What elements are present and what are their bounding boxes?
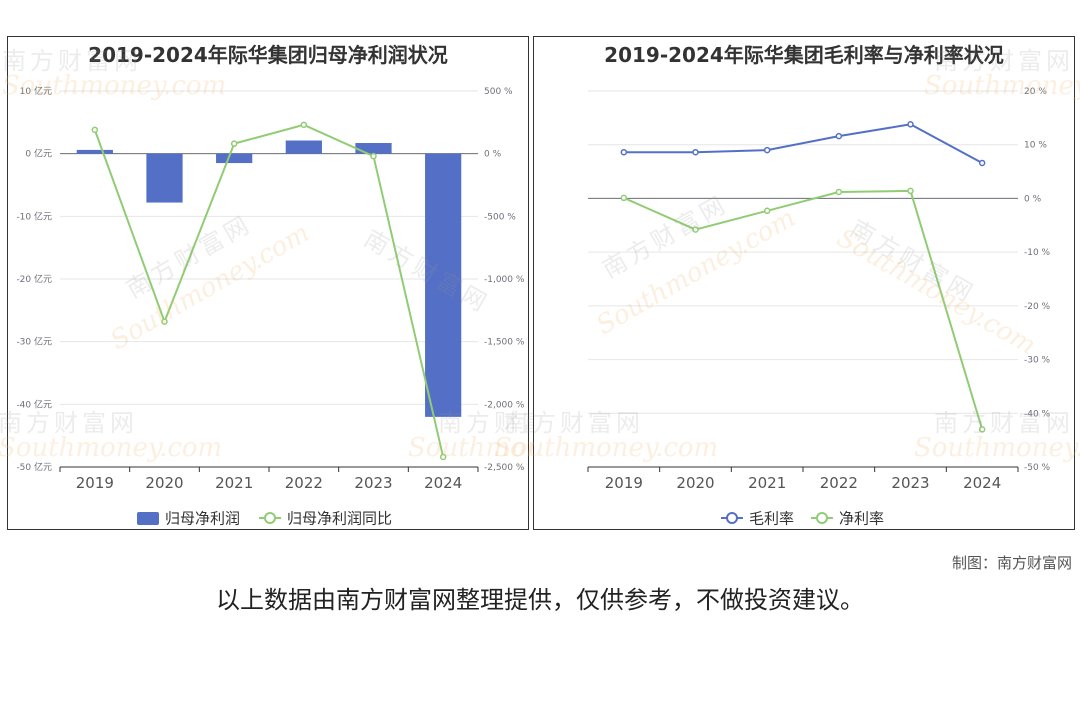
legend-label: 净利率 bbox=[839, 510, 884, 528]
y-right-tick-label: 0 % bbox=[1024, 194, 1042, 204]
right-chart-title: 2019-2024年际华集团毛利率与净利率状况 bbox=[604, 43, 1004, 67]
chart-credit: 制图：南方财富网 bbox=[951, 554, 1072, 572]
x-tick-label: 2023 bbox=[891, 474, 929, 492]
x-tick-label: 2020 bbox=[145, 474, 183, 492]
series-line bbox=[93, 123, 445, 458]
legend-swatch-marker bbox=[264, 512, 276, 524]
data-point bbox=[692, 226, 699, 233]
y-left-tick-label: -40 亿元 bbox=[16, 398, 52, 410]
x-tick-label: 2022 bbox=[285, 474, 323, 492]
bar-2024 bbox=[425, 153, 462, 417]
series-line bbox=[623, 189, 984, 430]
data-point bbox=[692, 148, 699, 156]
y-right-tick-label: -10 % bbox=[1024, 248, 1051, 258]
y-right-tick-label: -50 % bbox=[1024, 463, 1051, 473]
bar-2022 bbox=[285, 140, 322, 154]
data-point bbox=[907, 121, 914, 128]
data-point bbox=[161, 318, 168, 325]
legend-label: 归母净利润同比 bbox=[287, 510, 392, 528]
bar-2019 bbox=[76, 149, 113, 154]
x-tick-label: 2024 bbox=[963, 474, 1001, 492]
y-left-tick-label: -20 亿元 bbox=[16, 273, 52, 285]
data-point bbox=[763, 207, 771, 215]
data-point bbox=[620, 148, 628, 156]
bar-2020 bbox=[146, 153, 183, 203]
x-tick-label: 2021 bbox=[215, 474, 253, 492]
y-right-tick-label: -1,500 % bbox=[484, 338, 525, 348]
left-chart-svg: 10 亿元 0 亿元 -10 亿元 -20 亿元 -30 亿元 -40 亿元 -50 亿元 5… bbox=[16, 85, 525, 528]
data-point bbox=[300, 121, 308, 129]
chart-panel-left: 10 亿元 0 亿元 -10 亿元 -20 亿元 -30 亿元 -40 亿元 -50 亿元 5… bbox=[0, 36, 632, 530]
x-tick-label: 2020 bbox=[676, 474, 714, 492]
bar-2023 bbox=[355, 143, 392, 154]
legend-swatch-marker bbox=[816, 512, 828, 524]
bar-2021 bbox=[216, 153, 253, 164]
legend-swatch bbox=[137, 512, 159, 525]
data-point bbox=[978, 426, 986, 433]
x-tick-label: 2023 bbox=[354, 474, 392, 492]
y-right-tick-label: 500 % bbox=[484, 87, 513, 97]
disclaimer-text: 以上数据由南方财富网整理提供，仅供参考，不做投资建议。 bbox=[216, 586, 864, 614]
y-right-tick-label: 0 % bbox=[484, 150, 502, 160]
y-left-tick-label: -10 亿元 bbox=[16, 210, 52, 222]
data-point bbox=[91, 126, 99, 134]
data-point bbox=[835, 132, 843, 140]
y-left-tick-label: -50 亿元 bbox=[16, 461, 52, 473]
data-point bbox=[370, 152, 377, 160]
x-tick-label: 2021 bbox=[748, 474, 786, 492]
data-point bbox=[620, 194, 628, 202]
y-right-tick-label: 10 % bbox=[1024, 141, 1047, 151]
y-right-tick-label: -20 % bbox=[1024, 302, 1051, 312]
data-point bbox=[978, 159, 986, 167]
left-chart-title: 2019-2024年际华集团归母净利润状况 bbox=[88, 43, 448, 67]
y-left-tick-label: 0 亿元 bbox=[25, 148, 52, 160]
chart-panel-right: 20 % 10 % 0 % -10 % -20 % -30 % -40 % -50 % 2019… bbox=[494, 36, 1080, 530]
data-point bbox=[230, 140, 238, 147]
data-point bbox=[763, 146, 771, 154]
x-tick-label: 2019 bbox=[76, 474, 114, 492]
legend-label: 归母净利润 bbox=[165, 510, 240, 528]
legend-label: 毛利率 bbox=[749, 510, 794, 528]
y-left-tick-label: -30 亿元 bbox=[16, 336, 52, 348]
right-chart-svg: 20 % 10 % 0 % -10 % -20 % -30 % -40 % -50 % 2019… bbox=[587, 87, 1051, 528]
series-line bbox=[623, 123, 983, 164]
x-tick-label: 2022 bbox=[820, 474, 858, 492]
y-right-tick-label: -500 % bbox=[484, 212, 516, 222]
data-point bbox=[835, 188, 843, 196]
legend-swatch-marker bbox=[726, 512, 738, 524]
y-left-tick-label: 10 亿元 bbox=[20, 85, 52, 97]
x-tick-label: 2019 bbox=[605, 474, 643, 492]
y-right-tick-label: -2,000 % bbox=[484, 400, 525, 410]
y-right-tick-label: 20 % bbox=[1024, 87, 1047, 97]
y-right-tick-label: -40 % bbox=[1024, 409, 1051, 419]
data-point bbox=[439, 453, 447, 461]
y-right-tick-label: -1,000 % bbox=[484, 275, 525, 285]
data-point bbox=[907, 187, 914, 195]
y-right-tick-label: -30 % bbox=[1024, 356, 1051, 366]
y-right-tick-label: -2,500 % bbox=[484, 463, 525, 473]
x-tick-label: 2024 bbox=[424, 474, 462, 492]
